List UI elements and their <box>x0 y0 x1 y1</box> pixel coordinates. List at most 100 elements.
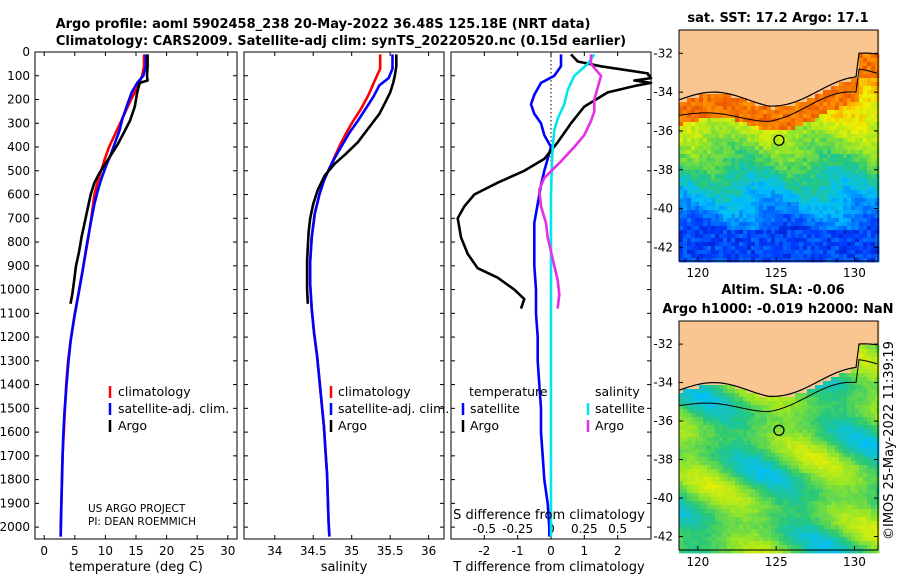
map-cell <box>807 62 812 67</box>
map-cell <box>839 66 844 71</box>
map-cell <box>751 353 756 358</box>
map-cell <box>815 258 820 263</box>
map-cell <box>855 134 860 139</box>
map-cell <box>867 82 872 87</box>
map-cell <box>783 210 788 215</box>
map-cell <box>691 94 696 99</box>
map-cell <box>707 377 712 382</box>
map-cell <box>819 154 824 159</box>
map-cell <box>763 138 768 143</box>
map-cell <box>715 30 720 35</box>
map-cell <box>831 453 836 458</box>
map-cell <box>807 365 812 370</box>
map-cell <box>775 389 780 394</box>
map-cell <box>759 194 764 199</box>
map-cell <box>819 118 824 123</box>
map-cell <box>691 321 696 326</box>
map-cell <box>731 258 736 263</box>
map-cell <box>683 230 688 235</box>
map-cell <box>743 238 748 243</box>
map-cell <box>723 58 728 63</box>
map-cell <box>707 341 712 346</box>
map-cell <box>875 393 880 398</box>
map-cell <box>711 174 716 179</box>
map-cell <box>763 126 768 131</box>
map-cell <box>711 106 716 111</box>
map-cell <box>723 453 728 458</box>
map-cell <box>715 413 720 418</box>
map-cell <box>775 254 780 259</box>
map-cell <box>811 150 816 155</box>
map-cell <box>703 218 708 223</box>
map-cell <box>859 62 864 67</box>
map-cell <box>767 106 772 111</box>
map-cell <box>715 389 720 394</box>
map-cell <box>859 250 864 255</box>
map-cell <box>747 449 752 454</box>
map-cell <box>855 409 860 414</box>
map-cell <box>739 345 744 350</box>
map-cell <box>687 461 692 466</box>
map-cell <box>763 365 768 370</box>
map-cell <box>819 417 824 422</box>
map-cell <box>871 202 876 207</box>
map-cell <box>843 258 848 263</box>
map-cell <box>727 94 732 99</box>
map-cell <box>843 46 848 51</box>
map-cell <box>691 30 696 35</box>
map-cell <box>739 393 744 398</box>
map-cell <box>795 190 800 195</box>
map-cell <box>691 166 696 171</box>
x-tick-label: 30 <box>220 544 235 558</box>
map-cell <box>715 421 720 426</box>
map-cell <box>795 142 800 147</box>
map-cell <box>679 218 684 223</box>
map-cell <box>723 150 728 155</box>
map-cell <box>755 405 760 410</box>
map-cell <box>695 238 700 243</box>
map-cell <box>711 138 716 143</box>
map-cell <box>683 86 688 91</box>
map-cell <box>747 445 752 450</box>
map-cell <box>695 421 700 426</box>
map-cell <box>767 166 772 171</box>
map-cell <box>847 333 852 338</box>
map-cell <box>687 321 692 326</box>
map-cell <box>823 373 828 378</box>
map-cell <box>691 246 696 251</box>
map-cell <box>831 250 836 255</box>
map-cell <box>815 405 820 410</box>
map-cell <box>695 174 700 179</box>
map-cell <box>763 226 768 231</box>
map-cell <box>679 361 684 366</box>
map-cell <box>683 385 688 390</box>
map-cell <box>823 34 828 39</box>
map-cell <box>787 389 792 394</box>
map-cell <box>731 238 736 243</box>
map-cell <box>727 337 732 342</box>
map-cell <box>735 142 740 147</box>
map-cell <box>851 258 856 263</box>
map-cell <box>851 226 856 231</box>
map-cell <box>847 373 852 378</box>
map-cell <box>779 30 784 35</box>
map-cell <box>711 114 716 119</box>
map-cell <box>799 353 804 358</box>
map-cell <box>739 405 744 410</box>
map-cell <box>747 126 752 131</box>
map-cell <box>863 409 868 414</box>
map-cell <box>683 429 688 434</box>
map-cell <box>799 46 804 51</box>
map-cell <box>707 218 712 223</box>
map-cell <box>847 421 852 426</box>
map-cell <box>695 345 700 350</box>
map-cell <box>783 122 788 127</box>
map-cell <box>735 50 740 55</box>
map-cell <box>863 158 868 163</box>
map-cell <box>707 234 712 239</box>
map-cell <box>727 425 732 430</box>
map-cell <box>727 413 732 418</box>
map-cell <box>743 154 748 159</box>
map-cell <box>687 389 692 394</box>
map-cell <box>735 453 740 458</box>
